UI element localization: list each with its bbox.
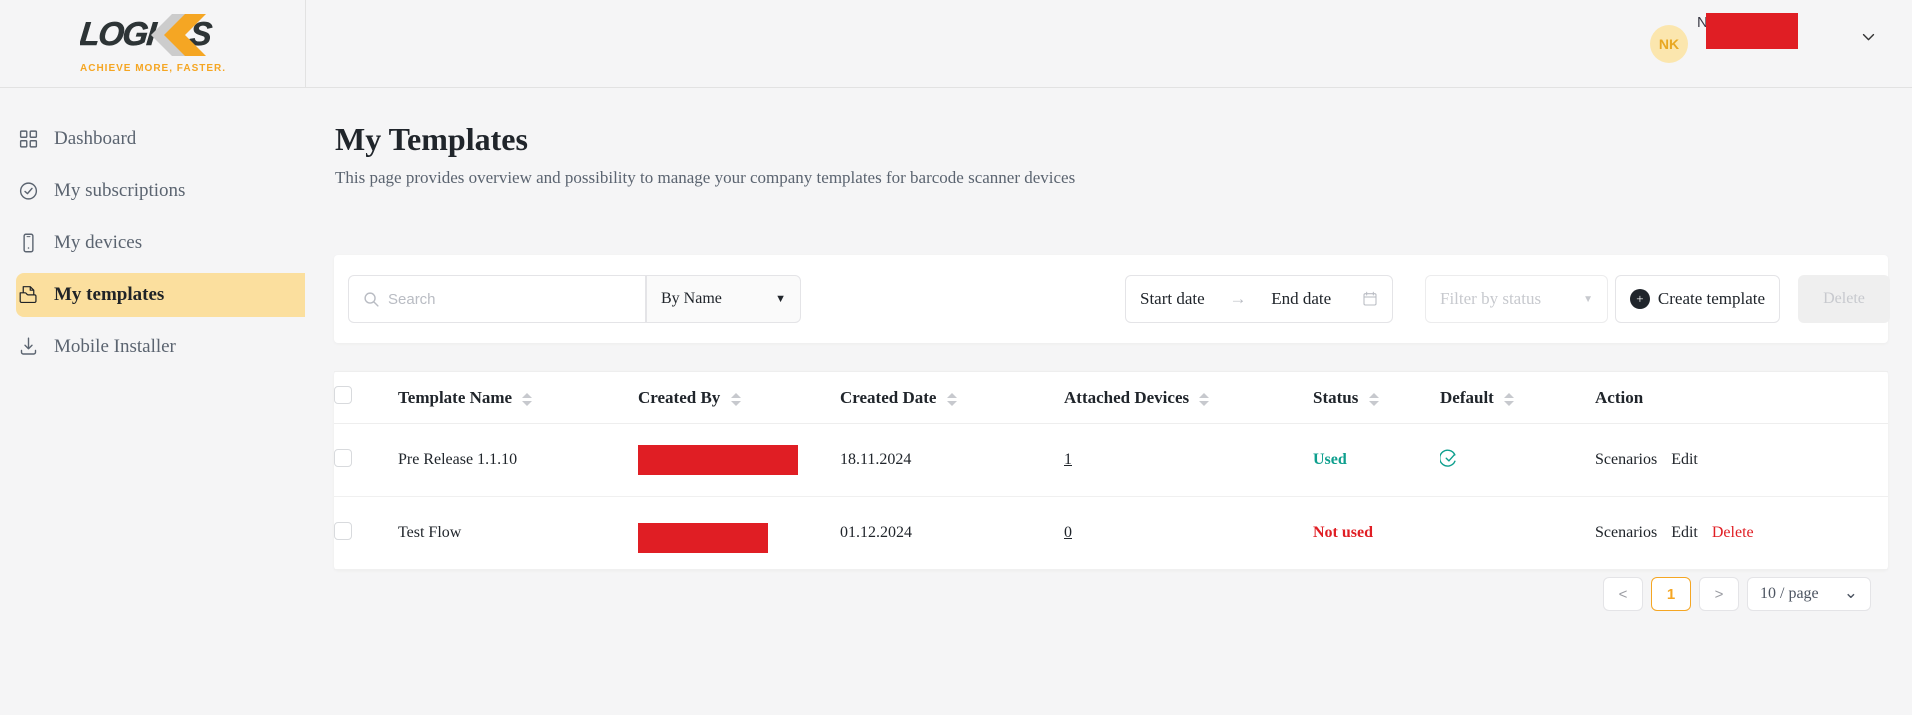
svg-text:LOGI: LOGI — [80, 16, 159, 53]
